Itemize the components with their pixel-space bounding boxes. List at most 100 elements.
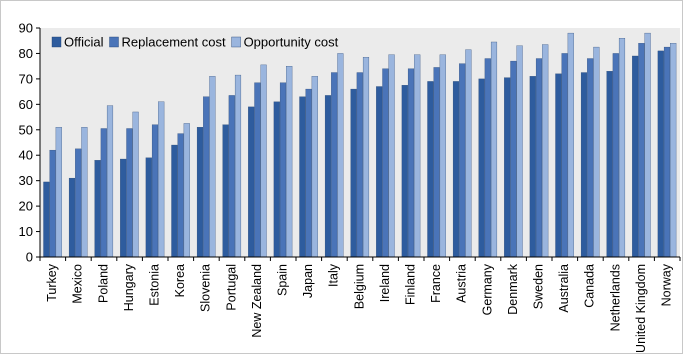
x-tick-label: Ireland (378, 264, 392, 302)
bar (305, 88, 312, 258)
y-tick-label: 60 (19, 97, 33, 112)
bar (158, 101, 165, 258)
bar (68, 177, 76, 258)
y-tick-label: 80 (19, 46, 33, 61)
bar (145, 157, 152, 258)
bar (94, 160, 101, 258)
y-tick-label: 10 (19, 224, 33, 239)
x-tick-label: Mexico (71, 264, 85, 304)
bar (222, 124, 229, 258)
bar (433, 67, 440, 258)
bar (516, 45, 523, 258)
bar (120, 158, 127, 258)
x-tick-label: Sweden (531, 264, 545, 309)
bar (618, 38, 626, 258)
x-tick-label: Spain (275, 264, 289, 296)
x-tick-label: Japan (301, 264, 315, 298)
y-tick-label: 30 (19, 173, 33, 188)
y-tick-label: 40 (19, 148, 33, 163)
x-tick-label: Austria (455, 264, 469, 303)
bar (657, 50, 664, 258)
bar (504, 77, 511, 258)
x-tick-label: Hungary (122, 263, 136, 311)
x-tick-label: Estonia (147, 264, 161, 306)
y-tick-label: 20 (19, 199, 33, 214)
bar (670, 43, 677, 258)
bar (279, 82, 287, 258)
legend-label: Replacement cost (122, 35, 226, 50)
bar (401, 85, 408, 258)
x-tick-label: Portugal (224, 264, 238, 311)
x-tick-label: Finland (403, 264, 417, 305)
legend-swatch (51, 36, 62, 48)
bar (132, 111, 139, 258)
x-tick-label: Australia (557, 264, 571, 313)
bar (638, 43, 645, 258)
x-tick-label: Poland (96, 264, 110, 303)
bar (407, 68, 415, 258)
x-tick-label: Canada (583, 264, 597, 308)
bar (254, 82, 261, 258)
bar (311, 76, 318, 258)
bar (439, 54, 446, 258)
bar (43, 181, 50, 258)
bar (248, 106, 255, 258)
bar (632, 55, 639, 258)
x-tick-label: Korea (173, 264, 187, 297)
bar (177, 133, 184, 258)
x-tick-label: Belgium (352, 264, 366, 309)
bar (209, 76, 216, 258)
bar (260, 64, 267, 258)
x-tick-label: Netherlands (608, 264, 622, 331)
y-tick-label: 90 (19, 21, 33, 36)
bar (427, 81, 434, 258)
bar (542, 44, 549, 258)
x-tick-label: Norway (659, 263, 673, 306)
bar (100, 128, 107, 258)
bar (331, 72, 338, 258)
bar (273, 101, 280, 258)
bar (606, 71, 613, 258)
x-tick-label: New Zealand (250, 264, 264, 338)
x-tick-label: Slovenia (199, 264, 213, 312)
bar (478, 78, 485, 258)
bar (465, 49, 472, 258)
bar (286, 66, 293, 258)
bar (555, 73, 562, 258)
x-tick-label: United Kingdom (634, 264, 648, 353)
bar (535, 58, 543, 258)
bar (171, 144, 178, 258)
bar (484, 58, 491, 258)
bar (356, 72, 363, 258)
bar (644, 32, 651, 258)
legend: Official Replacement cost Opportunity cost (51, 35, 339, 50)
bar (490, 41, 498, 258)
bar (580, 72, 588, 258)
bar (362, 57, 370, 258)
bar (388, 54, 395, 258)
bar (81, 127, 88, 258)
bar (452, 81, 460, 258)
legend-swatch (109, 36, 119, 48)
bar (663, 46, 671, 258)
y-tick-label: 0 (26, 250, 33, 265)
bar (350, 88, 357, 258)
bar (151, 124, 159, 258)
bar (529, 76, 536, 258)
x-tick-label: Germany (480, 263, 494, 315)
bar (376, 86, 383, 258)
bar (337, 53, 344, 258)
y-tick-label: 50 (19, 122, 33, 137)
x-tick-label: Denmark (506, 263, 520, 314)
bar (75, 148, 82, 258)
bar (196, 127, 204, 258)
x-tick-label: Turkey (45, 263, 59, 301)
bars-layer (43, 32, 677, 258)
bar (510, 60, 517, 258)
bar (324, 95, 332, 258)
bar (382, 68, 389, 258)
legend-label: Opportunity cost (244, 35, 339, 50)
y-tick-label: 70 (19, 71, 33, 86)
